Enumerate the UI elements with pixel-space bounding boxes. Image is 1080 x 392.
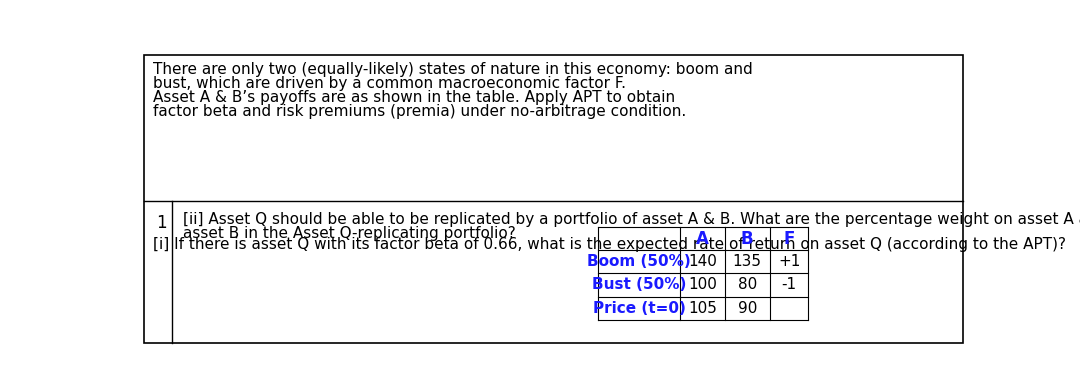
- Text: Price (t=0): Price (t=0): [593, 301, 686, 316]
- Text: 135: 135: [732, 254, 761, 269]
- Text: Bust (50%): Bust (50%): [592, 278, 686, 292]
- Text: [i] If there is asset Q with its factor beta of 0.66, what is the expected rate : [i] If there is asset Q with its factor …: [153, 237, 1066, 252]
- Text: +1: +1: [778, 254, 800, 269]
- Text: 140: 140: [688, 254, 717, 269]
- Text: There are only two (equally-likely) states of nature in this economy: boom and: There are only two (equally-likely) stat…: [153, 62, 753, 78]
- Text: B: B: [741, 230, 754, 248]
- Text: F: F: [783, 230, 795, 248]
- Text: bust, which are driven by a common macroeconomic factor F.: bust, which are driven by a common macro…: [153, 76, 625, 91]
- Text: Boom (50%): Boom (50%): [588, 254, 691, 269]
- Text: [ii] Asset Q should be able to be replicated by a portfolio of asset A & B. What: [ii] Asset Q should be able to be replic…: [183, 212, 1080, 227]
- Text: A: A: [696, 230, 708, 248]
- Text: Asset A & B’s payoffs are as shown in the table. Apply APT to obtain: Asset A & B’s payoffs are as shown in th…: [153, 90, 675, 105]
- Text: -1: -1: [782, 278, 797, 292]
- Text: 80: 80: [738, 278, 757, 292]
- Text: 90: 90: [738, 301, 757, 316]
- Text: factor beta and risk premiums (premia) under no-arbitrage condition.: factor beta and risk premiums (premia) u…: [153, 104, 686, 119]
- Text: 1: 1: [156, 214, 166, 232]
- Text: 100: 100: [688, 278, 717, 292]
- Text: 105: 105: [688, 301, 717, 316]
- Text: asset B in the Asset Q-replicating portfolio?: asset B in the Asset Q-replicating portf…: [183, 226, 516, 241]
